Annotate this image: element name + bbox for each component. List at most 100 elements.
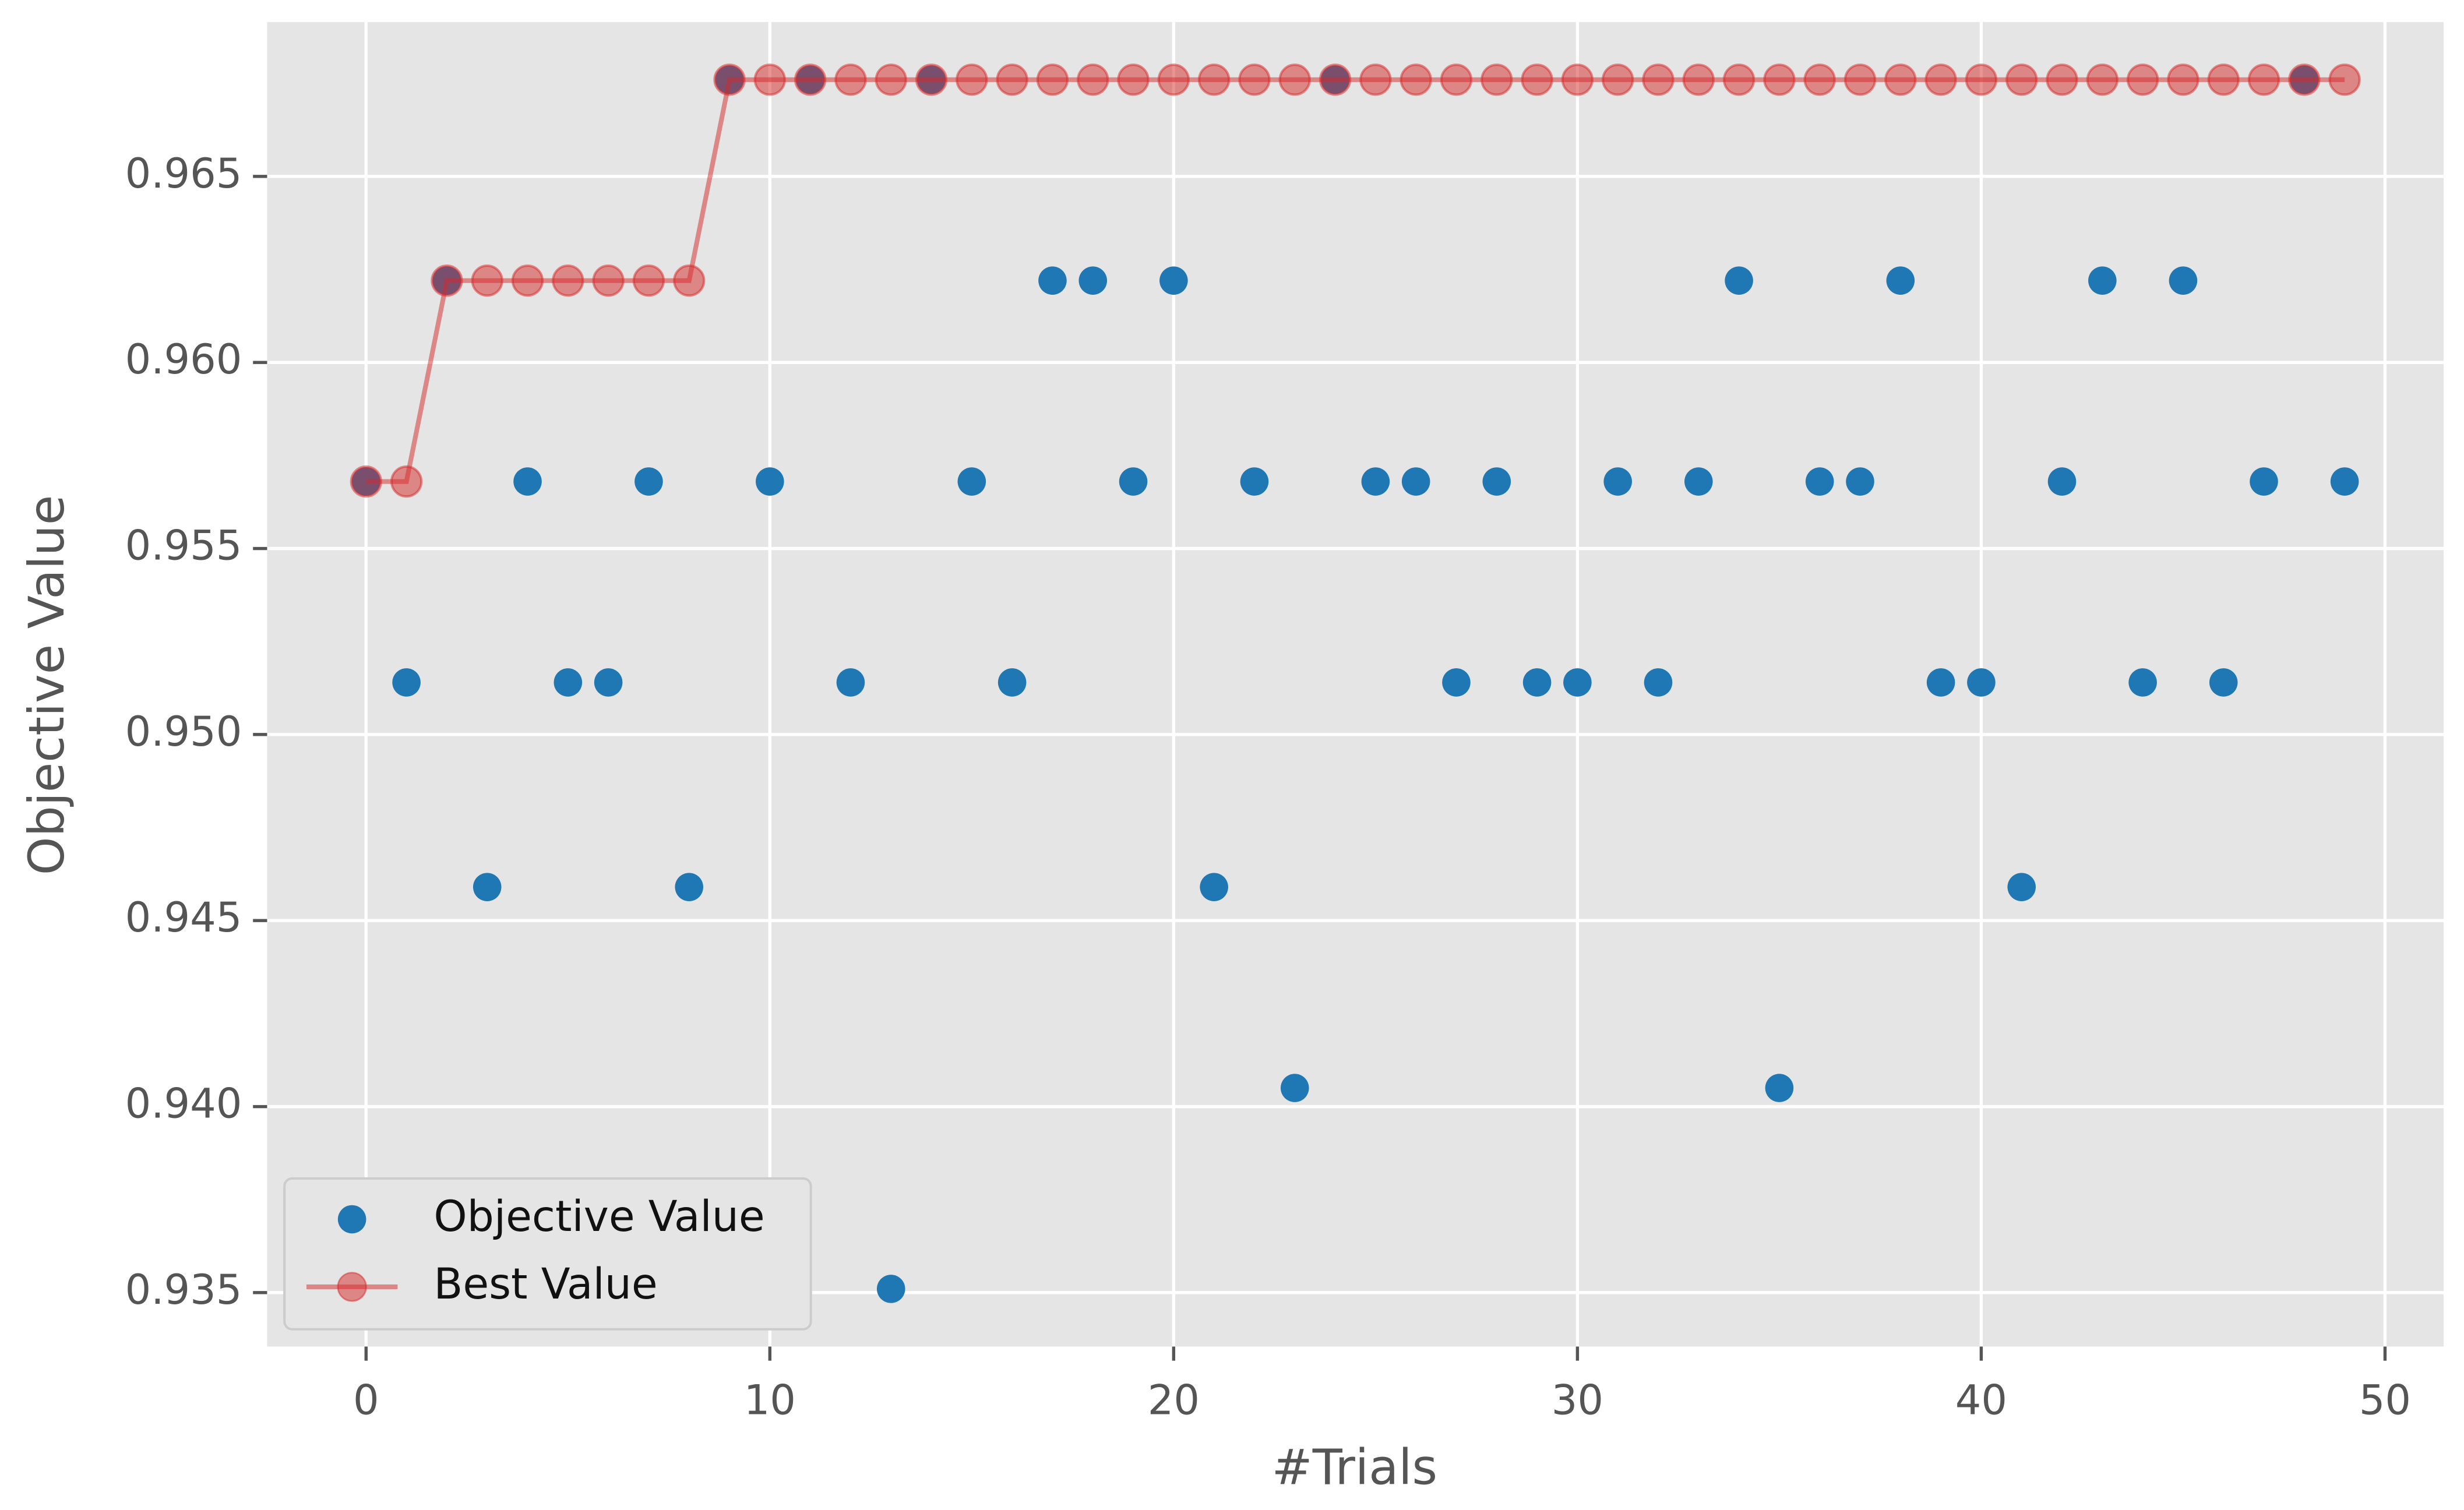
data-marks [350,63,2361,1303]
point [713,63,746,96]
point [836,668,865,697]
x-tick-label: 40 [1955,1377,2007,1424]
point [794,63,827,96]
point [1442,668,1471,697]
point [957,467,986,496]
x-tick-label: 30 [1552,1377,1603,1424]
point [2128,668,2157,697]
point [1159,266,1188,295]
point [2250,467,2278,496]
point [1684,467,1713,496]
y-axis-label: Objective Value [18,495,75,876]
point [1240,467,1269,496]
legend-label: Objective Value [433,1192,764,1241]
point [2247,63,2280,96]
point [2207,63,2240,96]
point [2330,467,2359,496]
point [2209,668,2238,697]
point [673,264,706,297]
y-tick-label: 0.950 [125,708,242,756]
point [2007,873,2036,901]
y-tick-label: 0.935 [125,1266,242,1314]
point [1440,63,1473,96]
legend-box [283,1177,812,1331]
point [1965,63,1998,96]
point [1036,63,1069,96]
y-tick-label: 0.965 [125,150,242,197]
point [1359,63,1392,96]
y-tick-label: 0.940 [125,1080,242,1128]
point [634,467,663,496]
point [753,63,786,96]
legend-marker [337,1205,366,1234]
point [552,264,584,297]
point [1361,467,1390,496]
x-tick-label: 50 [2359,1377,2411,1424]
point [2047,467,2077,496]
legend-label: Best Value [433,1259,657,1309]
point [2086,63,2118,96]
point [392,668,421,697]
point [1805,467,1834,496]
point [2288,63,2321,96]
x-tick-label: 10 [744,1377,796,1424]
point [1319,63,1352,96]
point [1603,467,1632,496]
point [390,465,423,498]
point [1200,873,1228,901]
point [875,63,907,96]
point [1117,63,1150,96]
point [1886,266,1915,295]
point [2088,266,2117,295]
point [1077,63,1109,96]
point [632,264,665,297]
point [2005,63,2038,96]
x-tick-label: 20 [1148,1377,1200,1424]
point [1884,63,1917,96]
point [1119,467,1148,496]
point [1401,467,1430,496]
point [1238,63,1271,96]
point [1563,668,1592,697]
point [350,465,382,498]
point [594,668,623,697]
point [915,63,948,96]
point [997,668,1027,697]
point [1078,266,1108,295]
point [1278,63,1311,96]
point [2169,266,2198,295]
point [2328,63,2361,96]
point [1561,63,1594,96]
point [1642,63,1675,96]
point [1763,63,1796,96]
point [1803,63,1836,96]
point [1926,668,1955,697]
point [1846,467,1874,496]
point [1280,1074,1309,1102]
point [511,264,544,297]
point [1722,63,1756,96]
x-tick-label: 0 [353,1377,379,1424]
point [2167,63,2199,96]
point [1725,266,1753,295]
point [1157,63,1190,96]
point [1198,63,1231,96]
point [1480,63,1513,96]
point [471,264,503,297]
x-axis-label: #Trials [1272,1438,1437,1495]
point [2046,63,2078,96]
point [876,1275,905,1303]
y-tick-label: 0.945 [125,894,242,941]
point [1682,63,1715,96]
legend-marker [337,1272,367,1302]
y-tick-label: 0.960 [125,336,242,383]
point [1765,1074,1794,1102]
point [834,63,867,96]
point [592,264,625,297]
y-tick-label: 0.955 [125,522,242,570]
point [2126,63,2159,96]
point [1602,63,1634,96]
point [554,668,583,697]
ticks: 0 10 20 30 40 50 0.935 0.940 0.945 0.950 0.955 0.96… [125,150,2411,1424]
